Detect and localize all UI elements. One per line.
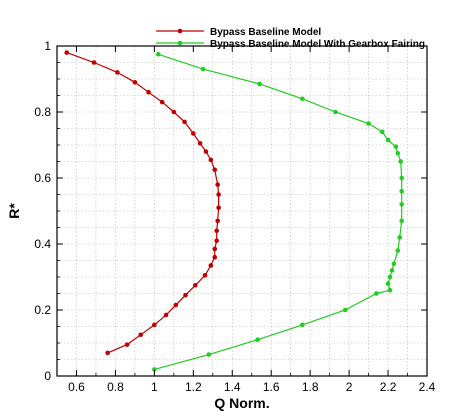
y-tick-label: 0.8 — [34, 105, 51, 119]
data-point — [212, 167, 218, 173]
series-0 — [64, 50, 221, 356]
x-tick-label: 1.8 — [302, 380, 319, 394]
legend-label-fairing: Bypass Baseline Model With Gearbox Fairi… — [210, 39, 425, 50]
legend: Bypass Baseline Model Bypass Baseline Mo… — [156, 27, 425, 50]
data-point — [197, 141, 203, 146]
y-tick-label: 1 — [44, 39, 51, 53]
data-point — [395, 150, 401, 156]
x-tick-label: 1 — [151, 380, 158, 394]
data-point — [124, 342, 130, 347]
legend-swatch-marker-fairing — [177, 40, 183, 46]
x-tick-label: 1.2 — [185, 380, 202, 394]
data-point — [159, 99, 165, 105]
data-point — [342, 307, 348, 313]
data-point — [387, 274, 393, 280]
data-point — [216, 192, 221, 197]
y-tick-label: 0.6 — [34, 171, 51, 185]
data-point — [399, 175, 404, 181]
data-point — [212, 254, 218, 260]
data-point — [397, 235, 403, 240]
data-point — [214, 228, 219, 234]
x-axis-label: Q Norm. — [214, 395, 269, 411]
legend-label-baseline: Bypass Baseline Model — [210, 27, 321, 38]
x-tick-label: 0.8 — [107, 380, 124, 394]
data-point — [152, 322, 157, 328]
data-point — [257, 81, 262, 87]
data-point — [215, 218, 220, 224]
data-point — [333, 109, 338, 115]
data-point — [379, 129, 385, 135]
data-point — [398, 159, 404, 164]
y-tick-label: 0.4 — [34, 237, 51, 251]
series-line — [154, 53, 403, 370]
data-point — [389, 268, 395, 273]
data-point — [216, 205, 221, 210]
data-point — [374, 291, 379, 296]
data-point — [138, 332, 144, 338]
data-point — [200, 66, 206, 72]
data-point — [191, 131, 196, 136]
data-point — [182, 119, 187, 125]
x-tick-label: 2.2 — [380, 380, 397, 394]
data-point — [152, 367, 157, 372]
data-point — [146, 89, 151, 95]
data-point — [183, 292, 188, 298]
grid — [57, 46, 427, 376]
y-tick-label: 0 — [44, 369, 51, 383]
ticks: 0.6 0.8 1 1.2 1.4 1.6 1.8 2 2.2 2.4 0 0.2 0.4 0.6 0.8 1 — [34, 39, 435, 394]
x-tick-label: 1.6 — [263, 380, 280, 394]
data-point — [173, 302, 179, 308]
data-point — [64, 50, 70, 55]
data-point — [91, 60, 97, 65]
data-point — [399, 202, 404, 207]
data-point — [215, 182, 220, 187]
data-point — [115, 70, 120, 75]
data-point — [155, 51, 161, 57]
x-tick-label: 2.4 — [419, 380, 436, 394]
data-point — [208, 157, 214, 163]
data-point — [366, 121, 371, 126]
data-point — [255, 337, 260, 343]
x-tick-label: 2 — [346, 380, 353, 394]
data-point — [163, 312, 169, 318]
data-point — [171, 109, 177, 115]
data-point — [387, 287, 393, 293]
data-point — [391, 261, 397, 267]
data-point — [385, 137, 391, 143]
data-point — [192, 282, 198, 288]
data-point — [385, 281, 391, 286]
data-point — [300, 96, 305, 102]
legend-swatch-marker-baseline — [177, 28, 183, 34]
y-axis-label: R* — [6, 203, 22, 219]
data-point — [393, 144, 399, 149]
data-point — [399, 218, 404, 224]
data-point — [214, 238, 219, 243]
series-layer — [64, 50, 404, 372]
data-point — [212, 246, 218, 252]
x-tick-label: 1.4 — [224, 380, 241, 394]
data-point — [208, 263, 214, 268]
y-tick-label: 0.2 — [34, 303, 51, 317]
data-point — [300, 322, 305, 328]
data-point — [132, 80, 138, 85]
data-point — [395, 248, 401, 253]
data-point — [203, 149, 209, 154]
x-tick-label: 0.6 — [68, 380, 85, 394]
data-point — [105, 350, 110, 356]
data-point — [206, 352, 212, 357]
data-point — [399, 188, 404, 194]
data-point — [202, 273, 208, 278]
series-1 — [152, 51, 404, 372]
